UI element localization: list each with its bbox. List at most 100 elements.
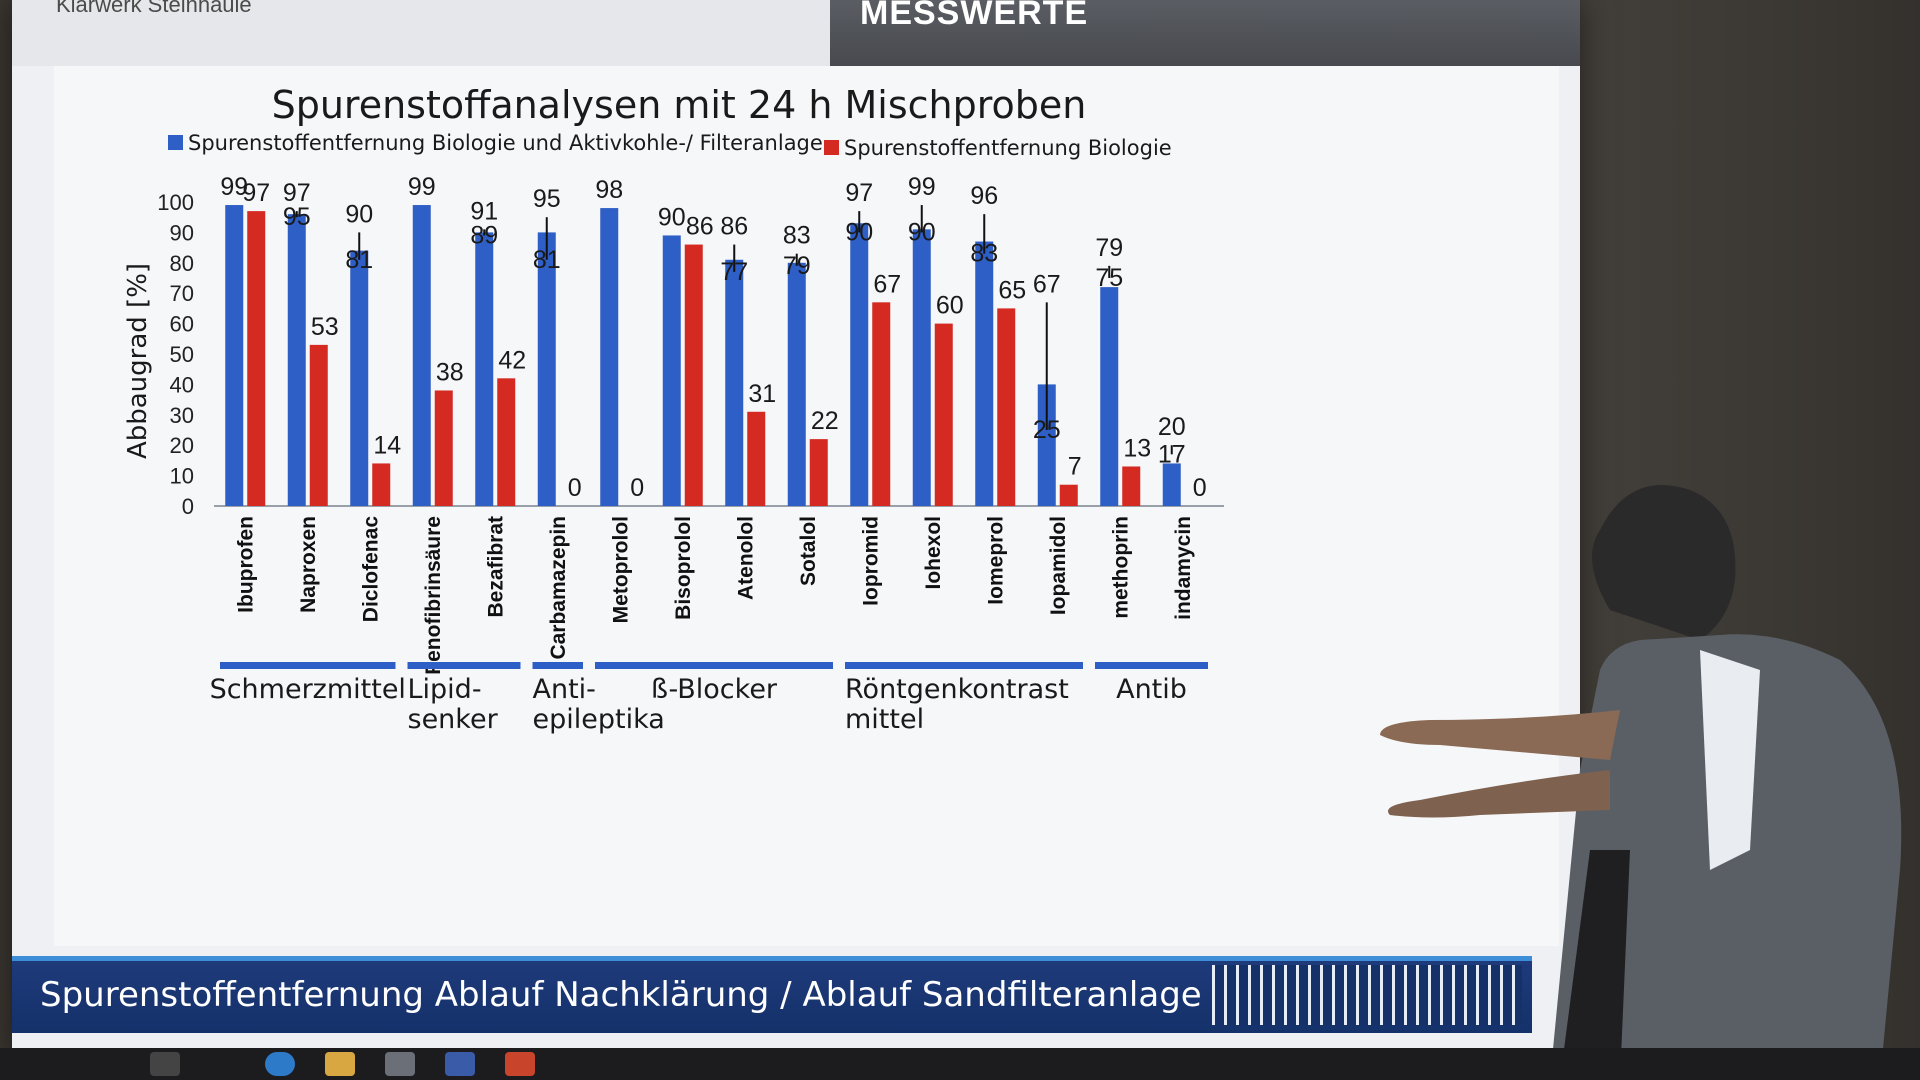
data-label-max: 86 bbox=[720, 213, 748, 241]
folder-icon[interactable] bbox=[325, 1052, 355, 1076]
data-label-series2: 67 bbox=[873, 270, 901, 298]
browser-icon[interactable] bbox=[265, 1052, 295, 1076]
category-label: Bezafibrat bbox=[484, 516, 507, 618]
category-label: indamycin bbox=[1172, 516, 1195, 620]
data-label-max: 83 bbox=[783, 222, 811, 250]
group-label: Lipid- bbox=[408, 674, 482, 705]
data-label-min: 90 bbox=[908, 218, 936, 246]
legend-swatch bbox=[168, 135, 183, 150]
data-label-max: 98 bbox=[595, 176, 623, 204]
data-label-max: 96 bbox=[970, 182, 998, 210]
y-tick-label: 10 bbox=[170, 464, 194, 489]
y-tick-label: 0 bbox=[182, 494, 194, 519]
footer-bar: Spurenstoffentfernung Ablauf Nachklärung… bbox=[12, 956, 1532, 1033]
bar-series1 bbox=[662, 235, 681, 506]
bar-series1 bbox=[412, 205, 431, 507]
category-label: Naproxen bbox=[297, 516, 320, 613]
y-tick-label: 80 bbox=[170, 251, 194, 276]
group-label: senker bbox=[408, 704, 499, 735]
x-axis: Ibuprofen Naproxen Diclofenac Fenofibrinsäu… bbox=[234, 516, 1195, 675]
footer-decoration bbox=[1212, 965, 1522, 1025]
group-bracket bbox=[532, 662, 583, 669]
bar-series2 bbox=[1059, 484, 1078, 506]
data-label-max: 90 bbox=[658, 203, 686, 231]
data-label-min: 89 bbox=[470, 221, 498, 249]
category-label: Iopamidol bbox=[1047, 516, 1070, 615]
data-label-series2: 60 bbox=[936, 292, 964, 320]
category-label: Iopromid bbox=[859, 516, 882, 606]
category-label: methoprin bbox=[1109, 516, 1132, 619]
group-bracket bbox=[220, 662, 396, 669]
category-label: Metoprolol bbox=[609, 516, 632, 623]
group-bracket bbox=[595, 662, 833, 669]
data-label-min: 95 bbox=[283, 203, 311, 231]
app-icon[interactable] bbox=[150, 1052, 180, 1076]
bar-series2 bbox=[997, 308, 1016, 506]
data-label-series2: 0 bbox=[568, 474, 582, 502]
chart-svg: Spurenstoffanalysen mit 24 h Mischproben… bbox=[123, 83, 1224, 735]
bar-series2 bbox=[309, 344, 328, 506]
taskbar bbox=[0, 1048, 1920, 1080]
bar-series2 bbox=[497, 378, 516, 506]
data-label-series2: 0 bbox=[630, 474, 644, 502]
group-label: Röntgenkontrast bbox=[845, 674, 1069, 705]
bar-series2 bbox=[1122, 466, 1141, 506]
powerpoint-icon[interactable] bbox=[505, 1052, 535, 1076]
app-icon[interactable] bbox=[385, 1052, 415, 1076]
data-label-series2: 7 bbox=[1068, 453, 1082, 481]
data-label-max: 91 bbox=[470, 197, 498, 225]
bar-series1 bbox=[537, 232, 556, 506]
data-label-series2: 97 bbox=[242, 179, 270, 207]
bar-series1 bbox=[475, 232, 494, 506]
data-label-max: 99 bbox=[408, 173, 436, 201]
bar-series2 bbox=[684, 244, 703, 506]
legend-label: Spurenstoffentfernung Biologie bbox=[844, 136, 1172, 160]
presenter-silhouette bbox=[1380, 485, 1902, 1080]
data-label-min: 77 bbox=[720, 258, 748, 286]
category-label: Fenofibrinsäure bbox=[422, 516, 445, 675]
bar-series1 bbox=[1100, 287, 1119, 506]
category-label: Atenolol bbox=[734, 516, 757, 600]
slide-header: Klärwerk Steinhäule MESSWERTE bbox=[12, 0, 1580, 66]
bar-series2 bbox=[372, 463, 391, 506]
data-label-max: 90 bbox=[345, 200, 373, 228]
header-right-label: MESSWERTE bbox=[860, 0, 1089, 32]
y-tick-label: 100 bbox=[157, 190, 194, 215]
data-label-min: 79 bbox=[783, 252, 811, 280]
data-label-min: 81 bbox=[533, 246, 561, 274]
bar-series1 bbox=[975, 241, 994, 506]
data-label-max: 95 bbox=[533, 185, 561, 213]
app-icon[interactable] bbox=[445, 1052, 475, 1076]
chart-title: Spurenstoffanalysen mit 24 h Mischproben bbox=[272, 83, 1087, 127]
bar-series1 bbox=[787, 262, 806, 506]
legend-label: Spurenstoffentfernung Biologie und Aktiv… bbox=[188, 131, 823, 155]
group-label: Antib bbox=[1116, 674, 1187, 705]
bar-series2 bbox=[247, 211, 266, 506]
bar-series2 bbox=[809, 439, 828, 506]
bar-series1 bbox=[1037, 384, 1056, 506]
bar-series1 bbox=[600, 208, 619, 506]
data-label-max: 99 bbox=[220, 173, 248, 201]
category-label: Ibuprofen bbox=[234, 516, 257, 613]
projected-slide: Klärwerk Steinhäule MESSWERTE Spurenstof… bbox=[12, 0, 1580, 1060]
y-tick-label: 90 bbox=[170, 220, 194, 245]
data-label-max: 67 bbox=[1033, 270, 1061, 298]
y-tick-label: 70 bbox=[170, 281, 194, 306]
group-bracket bbox=[845, 662, 1083, 669]
chart-panel: Spurenstoffanalysen mit 24 h Mischproben… bbox=[54, 66, 1559, 946]
group-label: mittel bbox=[845, 704, 924, 735]
data-label-min: 25 bbox=[1033, 416, 1061, 444]
chart-legend: Spurenstoffentfernung Biologie und Aktiv… bbox=[168, 131, 1172, 160]
bar-series1 bbox=[350, 250, 369, 506]
data-label-series2: 65 bbox=[998, 276, 1026, 304]
bar-series1 bbox=[225, 205, 244, 507]
data-label-min: 83 bbox=[970, 240, 998, 268]
data-label-series2: 38 bbox=[436, 358, 464, 386]
data-label-series2: 14 bbox=[373, 431, 401, 459]
bar-series1 bbox=[850, 223, 869, 506]
category-label: Bisoprolol bbox=[672, 516, 695, 620]
y-tick-label: 60 bbox=[170, 312, 194, 337]
data-label-min: 81 bbox=[345, 246, 373, 274]
footer-title: Spurenstoffentfernung Ablauf Nachklärung… bbox=[40, 975, 1202, 1015]
